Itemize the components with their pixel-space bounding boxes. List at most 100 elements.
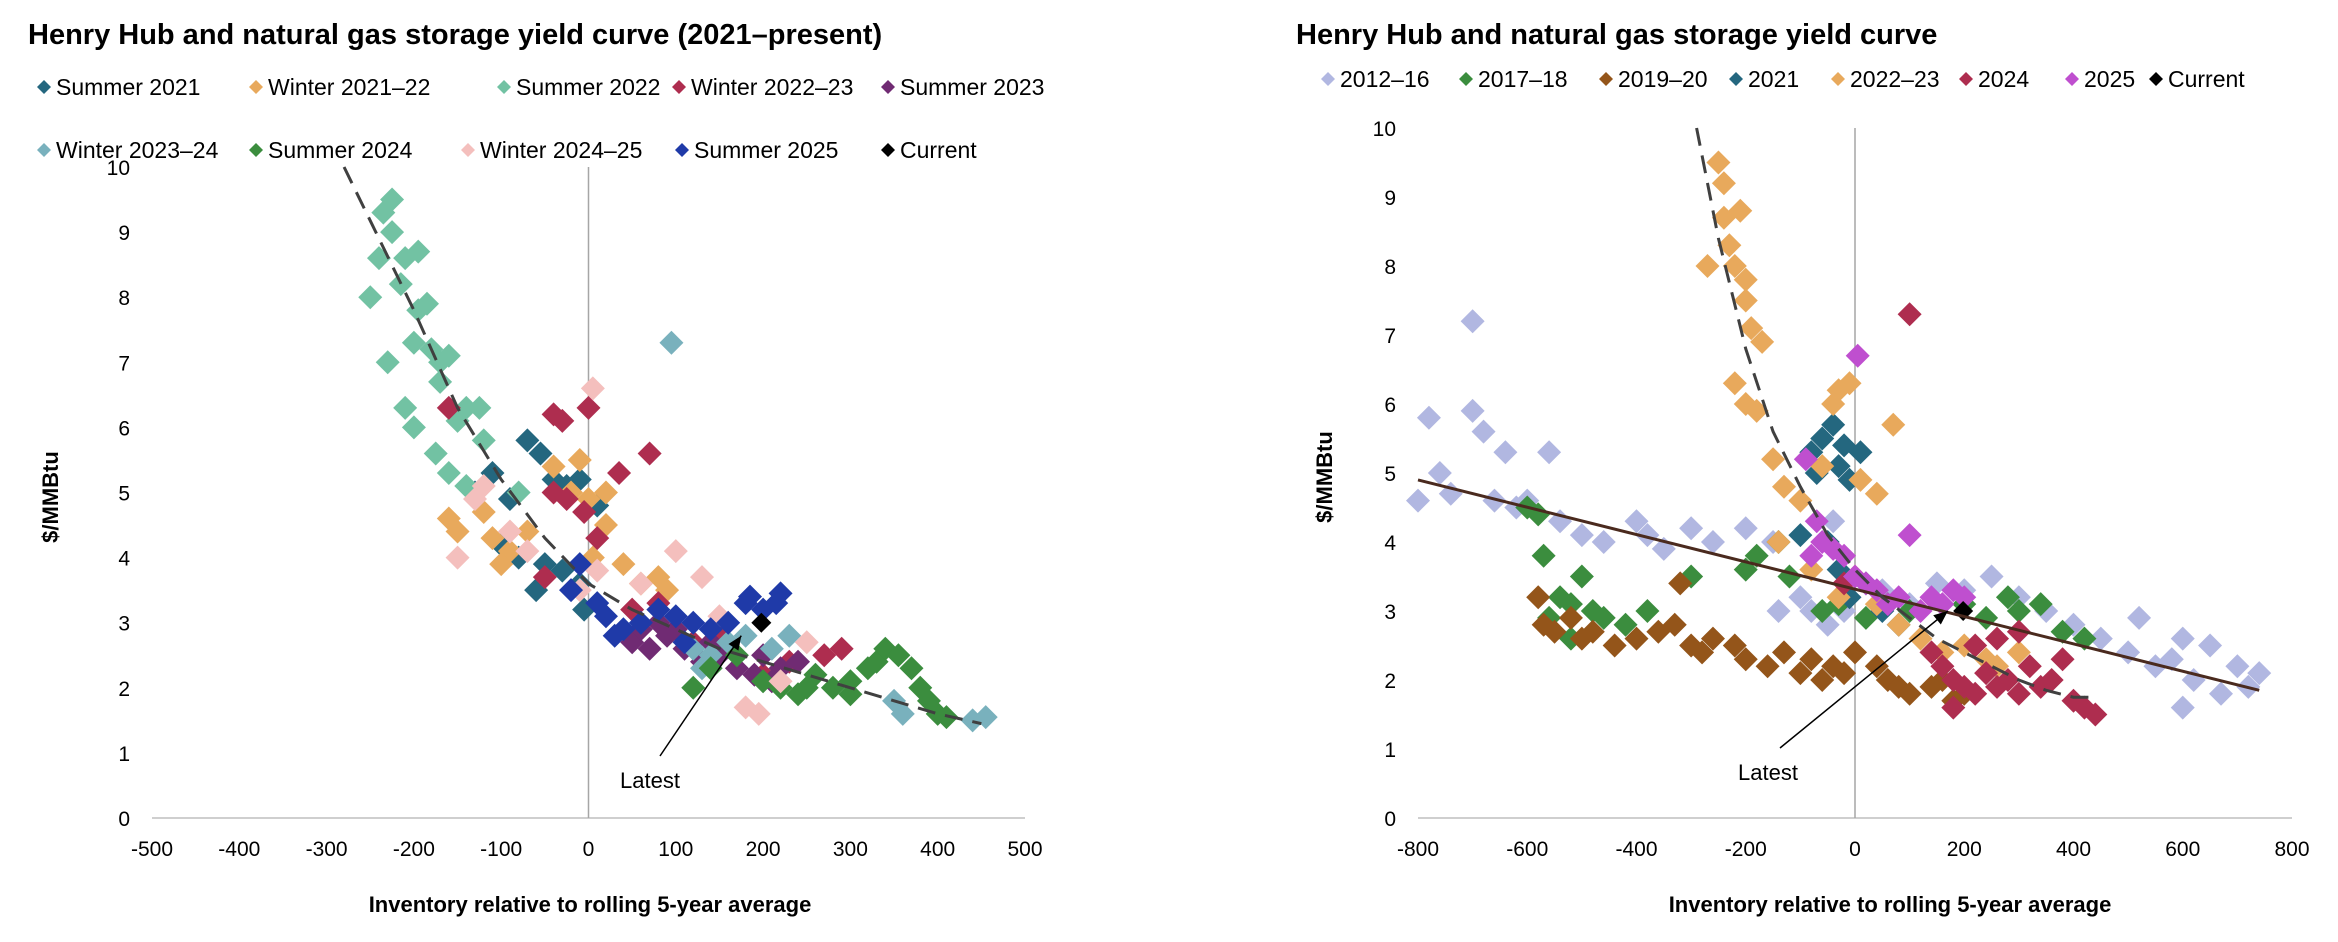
chart2-legend-item: 2025 <box>2065 66 2135 92</box>
chart2-point-2019-20 <box>1700 626 1725 651</box>
chart2-point-2012-16 <box>1766 599 1791 623</box>
chart2-markers <box>1406 150 2272 727</box>
chart2-point-2025 <box>1793 447 1818 472</box>
chart2-latest-arrow <box>1779 610 1949 749</box>
chart2-y-tick-label: 7 <box>1384 325 1396 348</box>
chart1-y-tick-label: 1 <box>118 743 130 766</box>
chart2-legend-label: Current <box>2168 66 2245 92</box>
chart2-point-2022-23 <box>1717 233 1742 258</box>
chart2-x-tick-label: -200 <box>1725 838 1767 861</box>
chart2-x-tick-label: 200 <box>1947 838 1982 861</box>
chart2-y-tick-label: 8 <box>1384 256 1396 279</box>
chart1-y-tick-label: 4 <box>118 548 130 571</box>
chart1-point-summer-2022 <box>454 395 479 420</box>
chart1-point-summer-2022 <box>401 415 426 440</box>
chart2-legend-item: 2012–16 <box>1321 66 1430 92</box>
chart2-point-2024 <box>1963 633 1988 658</box>
chart2-point-2017-18 <box>2006 599 2031 623</box>
chart1-x-tick-label: 100 <box>658 838 693 861</box>
chart2-point-2022-23 <box>1766 530 1791 554</box>
chart1-point-winter-2023-24 <box>659 330 684 355</box>
chart1-y-tick-label: 9 <box>118 222 130 245</box>
chart2-legend-label: 2024 <box>1978 66 2029 92</box>
chart2-legend-diamond-icon <box>1599 72 1613 86</box>
chart2-y-tick-label: 2 <box>1384 670 1396 693</box>
chart1-point-winter-2023-24 <box>759 636 784 661</box>
chart2-latest-arrowhead <box>1933 611 1948 625</box>
chart2-point-2022-23 <box>1722 254 1747 278</box>
chart1-point-summer-2025 <box>567 552 592 577</box>
chart2-x-axis-label: Inventory relative to rolling 5-year ave… <box>1669 892 2112 917</box>
chart1-latest-arrowhead <box>728 635 742 651</box>
chart1-y-tick-label: 0 <box>118 808 130 831</box>
chart2-legend-label: 2017–18 <box>1478 66 1568 92</box>
chart1-point-winter-2024-25 <box>628 571 653 596</box>
chart2-x-tick-label: 0 <box>1849 838 1861 861</box>
chart2-point-2019-20 <box>1624 626 1649 651</box>
chart1-point-summer-2022 <box>388 272 413 297</box>
chart2-point-2017-18 <box>1558 592 1583 617</box>
chart2-legend-label: 2012–16 <box>1340 66 1430 92</box>
chart2-legend-label: 2021 <box>1748 66 1799 92</box>
chart1-point-summer-2025 <box>628 610 653 635</box>
chart2-legend-diamond-icon <box>1321 72 1335 86</box>
chart1-point-summer-2025 <box>559 578 584 603</box>
chart2-legend-item: 2019–20 <box>1599 66 1708 92</box>
chart2-point-2025 <box>1845 343 1870 368</box>
chart2-y-tick-label: 1 <box>1384 739 1396 762</box>
chart2-point-2012-16 <box>2170 695 2195 720</box>
chart2-legend-label: 2022–23 <box>1850 66 1940 92</box>
chart2-latest-annotation: Latest <box>1738 760 1798 785</box>
chart1-point-winter-2022-23 <box>532 565 557 590</box>
chart2-legend-diamond-icon <box>2065 72 2079 86</box>
chart2-point-2019-20 <box>1668 571 1693 596</box>
chart2-y-tick-label: 6 <box>1384 394 1396 417</box>
chart2-point-2017-18 <box>1591 605 1616 630</box>
chart1-y-axis-label: $/MMBtu <box>38 451 63 543</box>
chart1-x-tick-label: -500 <box>131 838 173 861</box>
chart1-point-summer-2021 <box>515 428 540 453</box>
chart1-plot-area: 0 1 2 3 4 5 6 7 8 9 10 -500 -400 -300 -200 -100 0 100 200 3… <box>107 157 1043 861</box>
chart1-point-winter-2021-22 <box>593 480 618 505</box>
chart2-point-2012-16 <box>2198 633 2223 658</box>
chart2-point-2022-23 <box>1695 254 1720 278</box>
chart2-point-2019-20 <box>1733 647 1758 672</box>
chart1-title: Henry Hub and natural gas storage yield … <box>28 19 882 51</box>
chart2-point-2012-16 <box>1471 419 1496 444</box>
chart1-y-tick-label: 2 <box>118 678 130 701</box>
chart1-y-tick-label: 10 <box>107 157 130 180</box>
chart2-point-2024 <box>1897 302 1922 327</box>
chart2-y-tick-label: 3 <box>1384 601 1396 624</box>
chart1-point-summer-2022 <box>506 480 531 505</box>
chart2-legend-diamond-icon <box>1959 72 1973 86</box>
chart2-point-2024 <box>2028 674 2053 699</box>
chart2-point-2012-16 <box>2225 654 2250 679</box>
chart2-y-tick-label: 9 <box>1384 187 1396 210</box>
chart1-x-axis-label: Inventory relative to rolling 5-year ave… <box>369 892 812 917</box>
chart2-point-2022-23 <box>1881 412 1906 437</box>
chart2-x-tick-label: 800 <box>2274 838 2309 861</box>
chart2-point-2017-18 <box>1995 585 2020 610</box>
chart1-legend-item: Winter 2023–24 <box>37 137 219 163</box>
chart2-point-2019-20 <box>1542 619 1567 644</box>
chart1-legend-item: Winter 2024–25 <box>461 137 642 163</box>
chart2-y-tick-label: 4 <box>1384 532 1396 555</box>
chart2-point-2022-23 <box>1706 150 1731 175</box>
chart1-point-winter-2022-23 <box>550 408 575 433</box>
chart1-point-summer-2024 <box>899 656 924 681</box>
chart1-x-tick-label: -100 <box>480 838 522 861</box>
chart2-point-2024 <box>1919 640 1944 665</box>
chart2-legend-diamond-icon <box>1729 72 1743 86</box>
chart2-legend-item: 2022–23 <box>1831 66 1940 92</box>
chart1-legend-diamond-icon <box>249 143 263 157</box>
chart2-point-2012-16 <box>2247 661 2272 686</box>
chart2-point-2012-16 <box>1537 440 1562 465</box>
chart2-legend-item: 2017–18 <box>1459 66 1568 92</box>
chart2-point-2022-23 <box>1711 171 1736 196</box>
chart1-legend-label: Summer 2022 <box>516 74 660 100</box>
chart1-point-summer-2024 <box>794 675 819 700</box>
chart1-point-winter-2022-23 <box>585 526 610 551</box>
chart2-y-axis-label: $/MMBtu <box>1312 431 1337 523</box>
chart1-point-summer-2022 <box>414 291 439 316</box>
